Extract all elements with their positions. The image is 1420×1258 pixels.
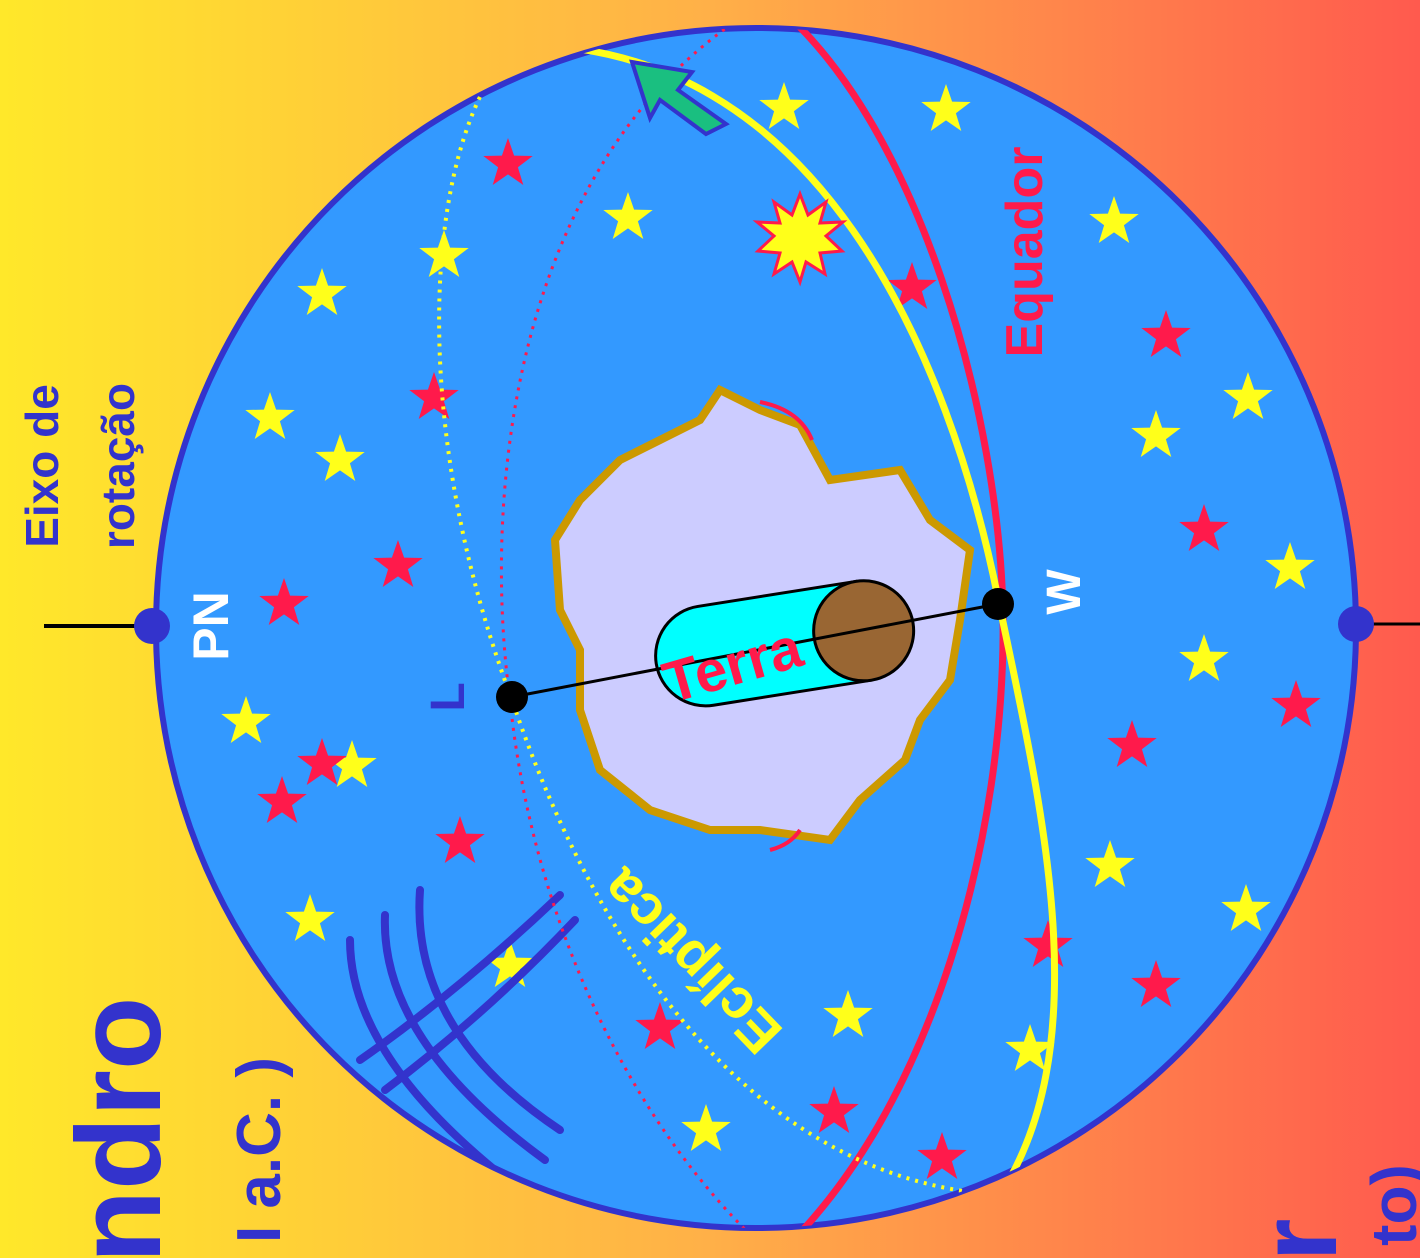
axis-label-line1: Eixo de	[16, 384, 68, 548]
title-right-big: r	[1237, 1219, 1360, 1258]
equator-back	[499, 28, 776, 1228]
pole-south-marker	[1338, 606, 1374, 642]
title-left-big: ndro	[52, 997, 186, 1258]
point-w	[982, 588, 1014, 620]
title-right-small: to)	[1358, 1164, 1420, 1246]
point-l-label: L	[422, 682, 475, 711]
axis-label-line2: rotação	[92, 383, 144, 549]
earth-axis	[511, 602, 999, 699]
pole-north-label: PN	[183, 591, 239, 660]
landmass-red-edge-bottom	[769, 828, 802, 852]
point-w-label: W	[1038, 569, 1091, 615]
pole-north-marker	[134, 608, 170, 644]
ecliptic-front	[514, 41, 1059, 1197]
decorative-curves	[346, 886, 579, 1194]
equator-label: Equador	[996, 147, 1054, 358]
title-left-small: I a.C. )	[225, 1057, 294, 1243]
sun-icon	[752, 189, 848, 287]
landmass-red-edge-top	[759, 400, 814, 441]
direction-arrow-icon	[629, 59, 730, 137]
point-l	[496, 681, 528, 713]
